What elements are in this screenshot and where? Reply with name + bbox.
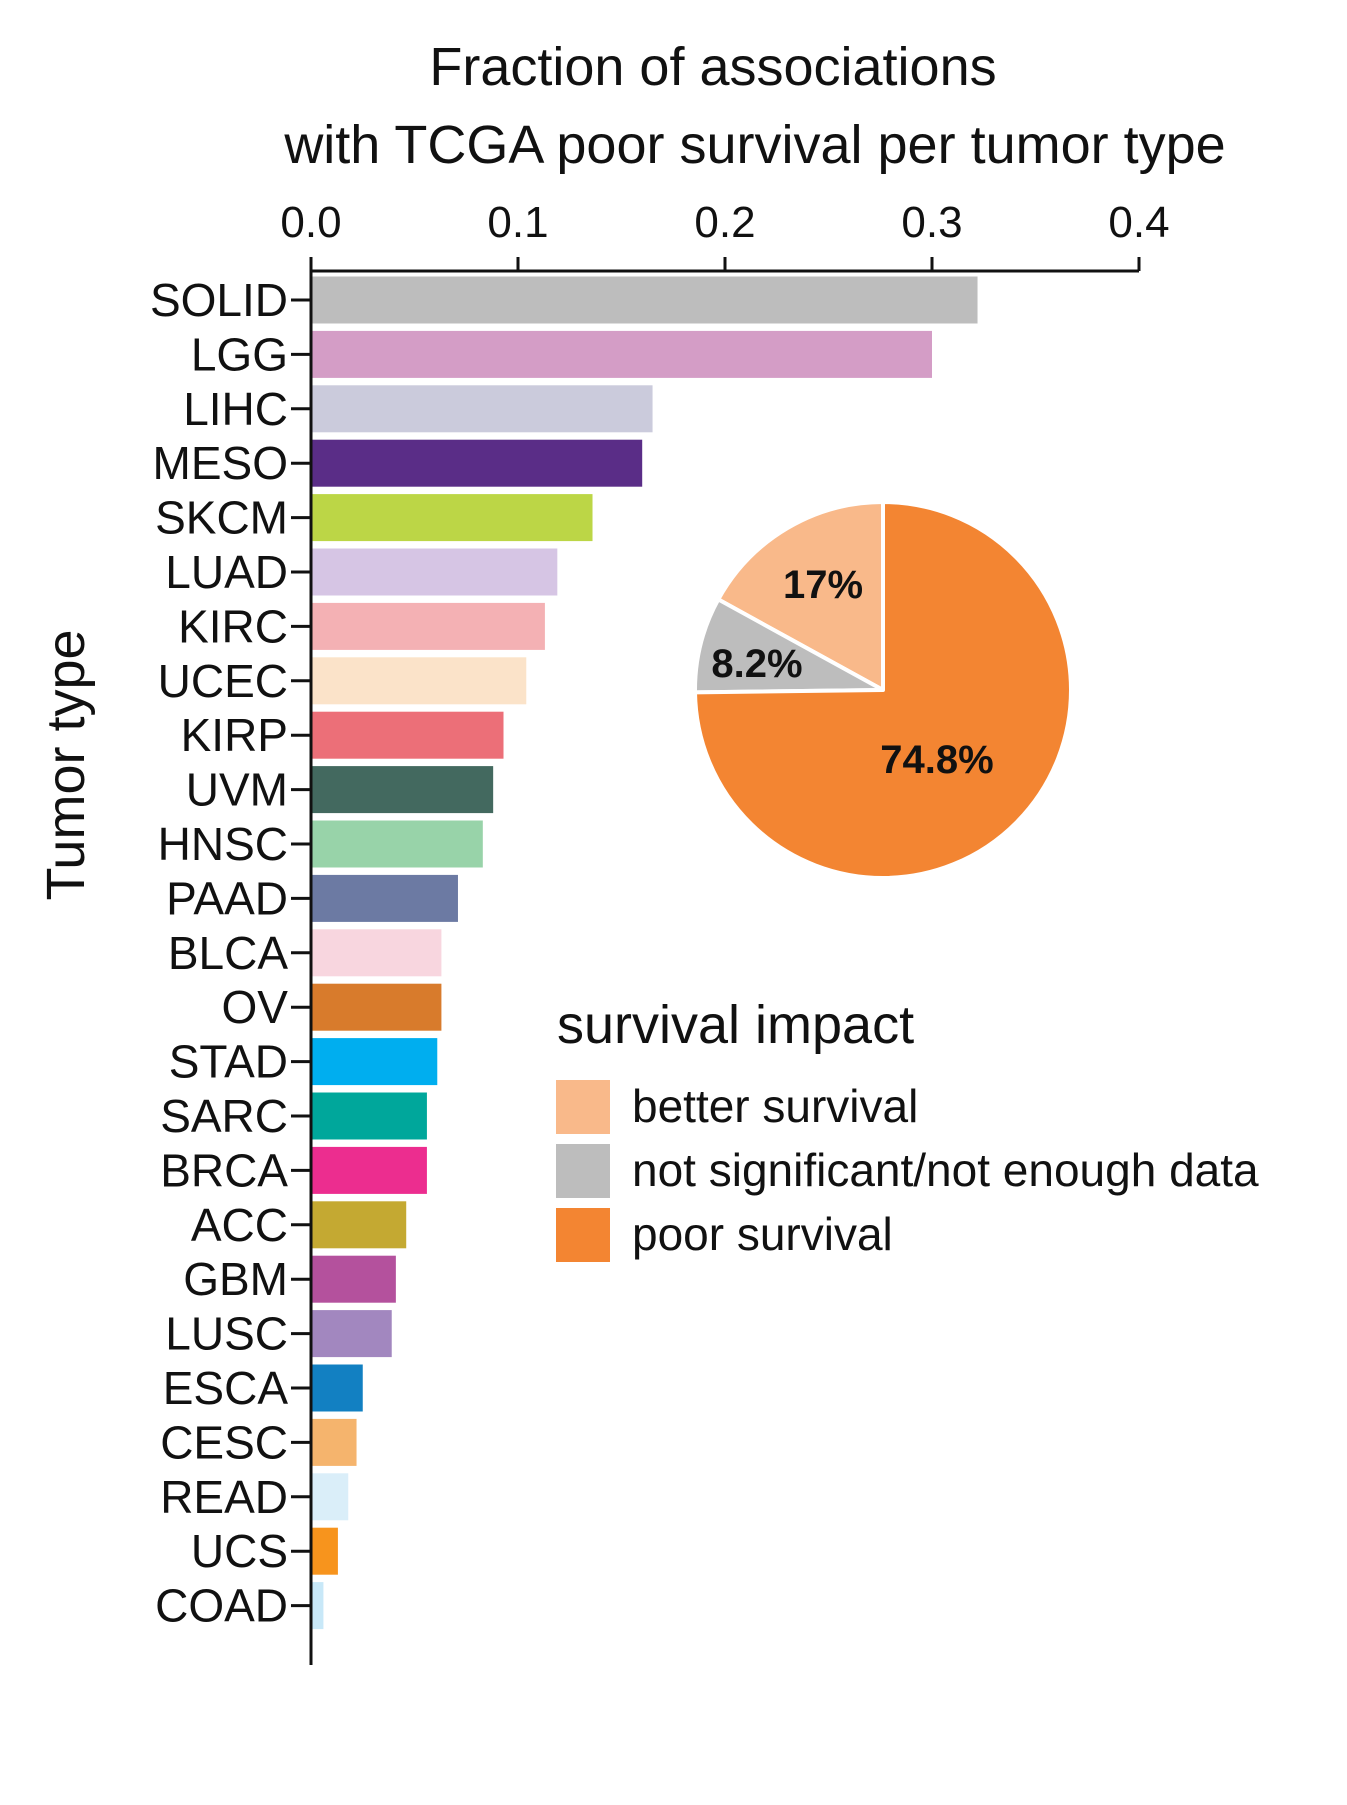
pie-value-label: 8.2% [711, 642, 802, 686]
bar-lihc [311, 385, 653, 433]
y-tick-label: PAAD [166, 872, 288, 924]
y-tick-label: KIRP [181, 709, 288, 761]
y-tick-label: LUSC [165, 1308, 288, 1360]
bar-blca [311, 929, 442, 977]
y-tick-label: SKCM [155, 492, 288, 544]
bar-coad [311, 1582, 324, 1630]
pie-value-label: 17% [783, 563, 863, 607]
bar-hnsc [311, 820, 483, 868]
y-tick-label: UVM [186, 764, 288, 816]
y-tick-label: READ [160, 1471, 288, 1523]
legend-label: poor survival [632, 1208, 893, 1260]
legend-label: better survival [632, 1080, 918, 1132]
y-tick-label: CESC [160, 1416, 288, 1468]
legend-swatch [556, 1208, 610, 1262]
x-tick-label: 0.3 [901, 198, 962, 247]
bar-brca [311, 1146, 427, 1194]
bar-solid [311, 276, 978, 324]
y-axis-label: Tumor type [36, 629, 96, 900]
bar-ucs [311, 1527, 338, 1575]
y-tick-label: COAD [155, 1580, 288, 1632]
y-tick-label: MESO [153, 437, 288, 489]
bar-ov [311, 983, 442, 1031]
y-tick-label: BLCA [168, 927, 288, 979]
y-tick-label: GBM [183, 1253, 288, 1305]
x-tick-label: 0.1 [487, 198, 548, 247]
x-tick-label: 0.2 [694, 198, 755, 247]
y-tick-label: UCS [191, 1525, 288, 1577]
legend-label: not significant/not enough data [632, 1144, 1259, 1196]
y-tick-label: LIHC [183, 383, 288, 435]
y-tick-label: ACC [191, 1199, 288, 1251]
legend-title: survival impact [557, 995, 914, 1055]
x-axis: 0.0 0.1 0.2 0.3 0.4 [280, 198, 1170, 273]
y-tick-label: UCEC [158, 655, 288, 707]
bar-acc [311, 1201, 407, 1249]
bar-lgg [311, 330, 932, 378]
pie-slice-3 [693, 500, 1073, 880]
pie-chart: 17% 8.2% 74.8% [693, 500, 1073, 880]
pie-value-label: 74.8% [880, 738, 993, 782]
bar-gbm [311, 1255, 396, 1303]
bar-paad [311, 874, 458, 922]
x-tick-label: 0.0 [280, 198, 341, 247]
y-tick-label: KIRC [178, 600, 288, 652]
bar-stad [311, 1038, 438, 1086]
bar-ucec [311, 657, 527, 705]
legend-swatch [556, 1080, 610, 1134]
y-tick-label: ESCA [163, 1362, 289, 1414]
bar-kirp [311, 711, 504, 759]
y-axis: SOLIDLGGLIHCMESOSKCMLUADKIRCUCECKIRPUVMH… [150, 271, 313, 1665]
bar-lusc [311, 1310, 392, 1358]
chart-title-line-1: Fraction of associations [429, 37, 996, 97]
bar-esca [311, 1364, 363, 1412]
y-tick-label: SARC [160, 1090, 288, 1142]
y-tick-label: HNSC [158, 818, 288, 870]
bar-luad [311, 548, 558, 596]
legend: better survival not significant/not enoug… [556, 1080, 1259, 1262]
y-tick-label: SOLID [150, 274, 288, 326]
y-tick-label: BRCA [160, 1144, 288, 1196]
y-tick-label: LGG [191, 328, 288, 380]
bar-kirc [311, 602, 545, 650]
y-tick-label: OV [222, 981, 289, 1033]
bar-read [311, 1473, 349, 1521]
bar-meso [311, 439, 643, 487]
bar-uvm [311, 766, 494, 814]
y-tick-label: LUAD [165, 546, 288, 598]
legend-swatch [556, 1144, 610, 1198]
chart-title-line-2: with TCGA poor survival per tumor type [283, 115, 1225, 175]
bar-skcm [311, 494, 593, 542]
pie-slice-1 [716, 500, 885, 692]
bar-sarc [311, 1092, 427, 1140]
bar-cesc [311, 1418, 357, 1466]
x-tick-label: 0.4 [1108, 198, 1169, 247]
y-tick-label: STAD [169, 1036, 288, 1088]
bar-series [311, 276, 978, 1630]
